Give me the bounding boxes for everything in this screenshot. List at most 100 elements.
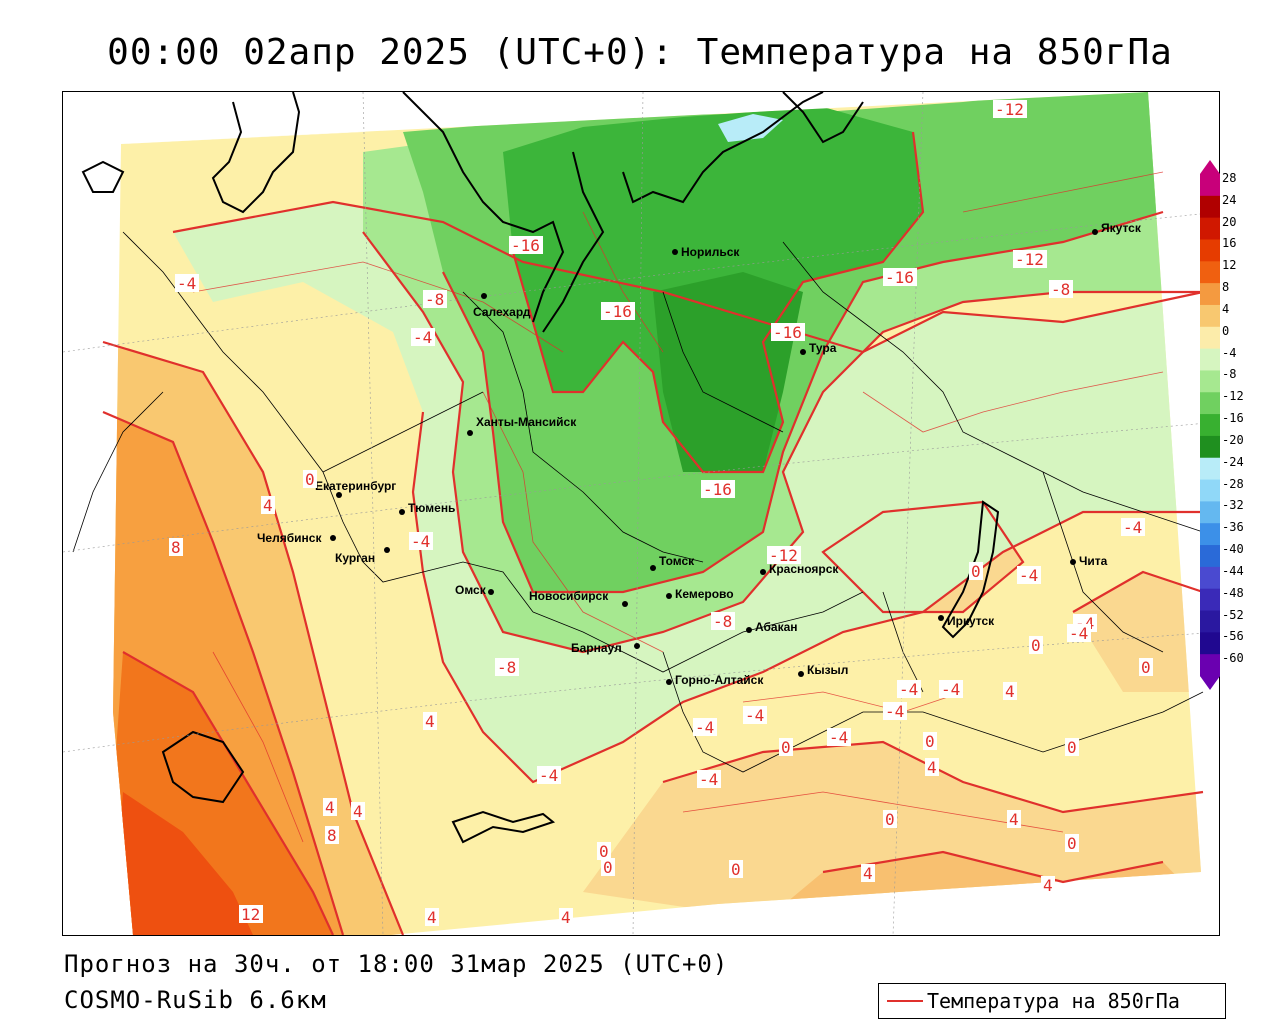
svg-text:0: 0 [925, 732, 935, 751]
svg-text:-4: -4 [829, 728, 848, 747]
isotherm-label: -4 [743, 706, 767, 725]
svg-text:0: 0 [1031, 636, 1041, 655]
city-abakan: Абакан [746, 620, 798, 634]
isotherm-label: -4 [537, 766, 561, 785]
colorbar-tick-label: -28 [1222, 476, 1244, 491]
isotherm-label: -16 [883, 268, 917, 287]
isotherm-label: -4 [693, 718, 717, 737]
svg-text:-4: -4 [745, 706, 764, 725]
svg-text:-12: -12 [769, 546, 798, 565]
svg-text:Тура: Тура [809, 341, 837, 355]
svg-text:Курган: Курган [335, 551, 375, 565]
colorbar-cell [1200, 523, 1220, 546]
city-markers: Норильск Салехард Тура Якутск Ханты-Манс… [257, 221, 1142, 687]
temperature-map[interactable]: Норильск Салехард Тура Якутск Ханты-Манс… [62, 91, 1220, 936]
isotherm-label: -8 [423, 290, 447, 309]
isotherm-label: 4 [323, 798, 337, 817]
isotherm-label: 12 [239, 905, 263, 924]
isotherm-label: 4 [425, 908, 439, 927]
warm-region-chita [1073, 572, 1201, 692]
taymyr-lake [718, 114, 783, 142]
colorbar-cell [1200, 348, 1220, 371]
isotherm-label: -4 [1067, 624, 1091, 643]
svg-text:8: 8 [171, 538, 181, 557]
svg-text:-8: -8 [1051, 280, 1070, 299]
colorbar-tick-label: -52 [1222, 607, 1244, 622]
svg-text:0: 0 [781, 738, 791, 757]
city-novosibirsk: Новосибирск [529, 589, 628, 607]
colorbar-tick-label: 24 [1222, 192, 1237, 207]
svg-text:0: 0 [1141, 658, 1151, 677]
isotherm-label: 0 [1029, 636, 1043, 655]
svg-text:-16: -16 [511, 236, 540, 255]
svg-text:-4: -4 [1123, 518, 1142, 537]
isotherm-label: -4 [175, 274, 199, 293]
city-tomsk: Томск [650, 554, 695, 571]
isotherm-label: 0 [923, 732, 937, 751]
isotherm-label: -16 [771, 323, 805, 342]
svg-text:0: 0 [603, 858, 613, 877]
svg-text:4: 4 [425, 712, 435, 731]
isotherm-label: 4 [261, 496, 275, 515]
colorbar-tick-label: -32 [1222, 498, 1244, 513]
colorbar-tick-label: -12 [1222, 389, 1244, 404]
colorbar-cell [1200, 261, 1220, 284]
isotherm-value-labels: -12-16-12-8-16-16-16-16-4-8-404-484-4-12… [169, 100, 1153, 927]
isotherm-label: -12 [1013, 250, 1047, 269]
colorbar-tick-label: 8 [1222, 280, 1230, 295]
svg-text:4: 4 [353, 802, 363, 821]
isotherm-label: -16 [601, 302, 635, 321]
isotherm-minor-lines [192, 171, 1164, 843]
svg-text:Абакан: Абакан [755, 620, 798, 634]
isotherm-label: 4 [351, 802, 365, 821]
colorbar-tick-label: -60 [1222, 651, 1244, 666]
svg-text:-4: -4 [413, 328, 432, 347]
colorbar-tick-label: 12 [1222, 258, 1237, 273]
isotherm-label: -4 [1017, 566, 1041, 585]
svg-text:-4: -4 [699, 770, 718, 789]
svg-text:Екатеринбург: Екатеринбург [315, 479, 396, 493]
city-khanty-mansiysk: Ханты-Мансийск [467, 415, 577, 436]
model-name: COSMO-RuSib 6.6км [64, 986, 327, 1014]
svg-text:4: 4 [1009, 810, 1019, 829]
colorbar-tick-label: -40 [1222, 542, 1244, 557]
svg-text:-8: -8 [425, 290, 444, 309]
colorbar-tick-label: 20 [1222, 214, 1237, 229]
isotherm-label: 8 [169, 538, 183, 557]
legend-box: Температура на 850гПа [878, 983, 1226, 1019]
colorbar-cell [1200, 654, 1220, 677]
svg-text:-12: -12 [995, 100, 1024, 119]
svg-text:Чита: Чита [1079, 554, 1108, 568]
city-omsk: Омск [455, 583, 494, 597]
colorbar-top-arrow [1200, 160, 1220, 174]
svg-text:0: 0 [885, 810, 895, 829]
city-yakutsk: Якутск [1092, 221, 1142, 235]
colorbar-cell [1200, 195, 1220, 219]
isotherm-label: -16 [509, 236, 543, 255]
city-tura: Тура [800, 341, 837, 355]
svg-text:-16: -16 [603, 302, 632, 321]
isotherm-label: -4 [939, 680, 963, 699]
graticule [63, 92, 1219, 935]
svg-text:4: 4 [863, 864, 873, 883]
isotherm-label: 0 [883, 810, 897, 829]
isotherm-label: -4 [883, 702, 907, 721]
temperature-colorbar [1200, 160, 1220, 690]
isotherm-label: -4 [1121, 518, 1145, 537]
isotherm-label: -4 [897, 680, 921, 699]
svg-text:Челябинск: Челябинск [257, 531, 322, 545]
colorbar-cell [1200, 304, 1220, 328]
svg-text:-8: -8 [713, 612, 732, 631]
svg-text:-4: -4 [411, 532, 430, 551]
colorbar-cell [1200, 479, 1220, 502]
isotherm-label: 4 [423, 712, 437, 731]
colorbar-cell [1200, 174, 1220, 197]
colorbar-tick-label: -48 [1222, 585, 1244, 600]
isotherm-label: 0 [779, 738, 793, 757]
svg-text:Томск: Томск [659, 554, 695, 568]
svg-text:Якутск: Якутск [1101, 221, 1142, 235]
svg-text:8: 8 [327, 826, 337, 845]
colorbar-tick-label: -24 [1222, 454, 1244, 469]
isotherm-label: -12 [767, 546, 801, 565]
svg-text:0: 0 [599, 842, 609, 861]
